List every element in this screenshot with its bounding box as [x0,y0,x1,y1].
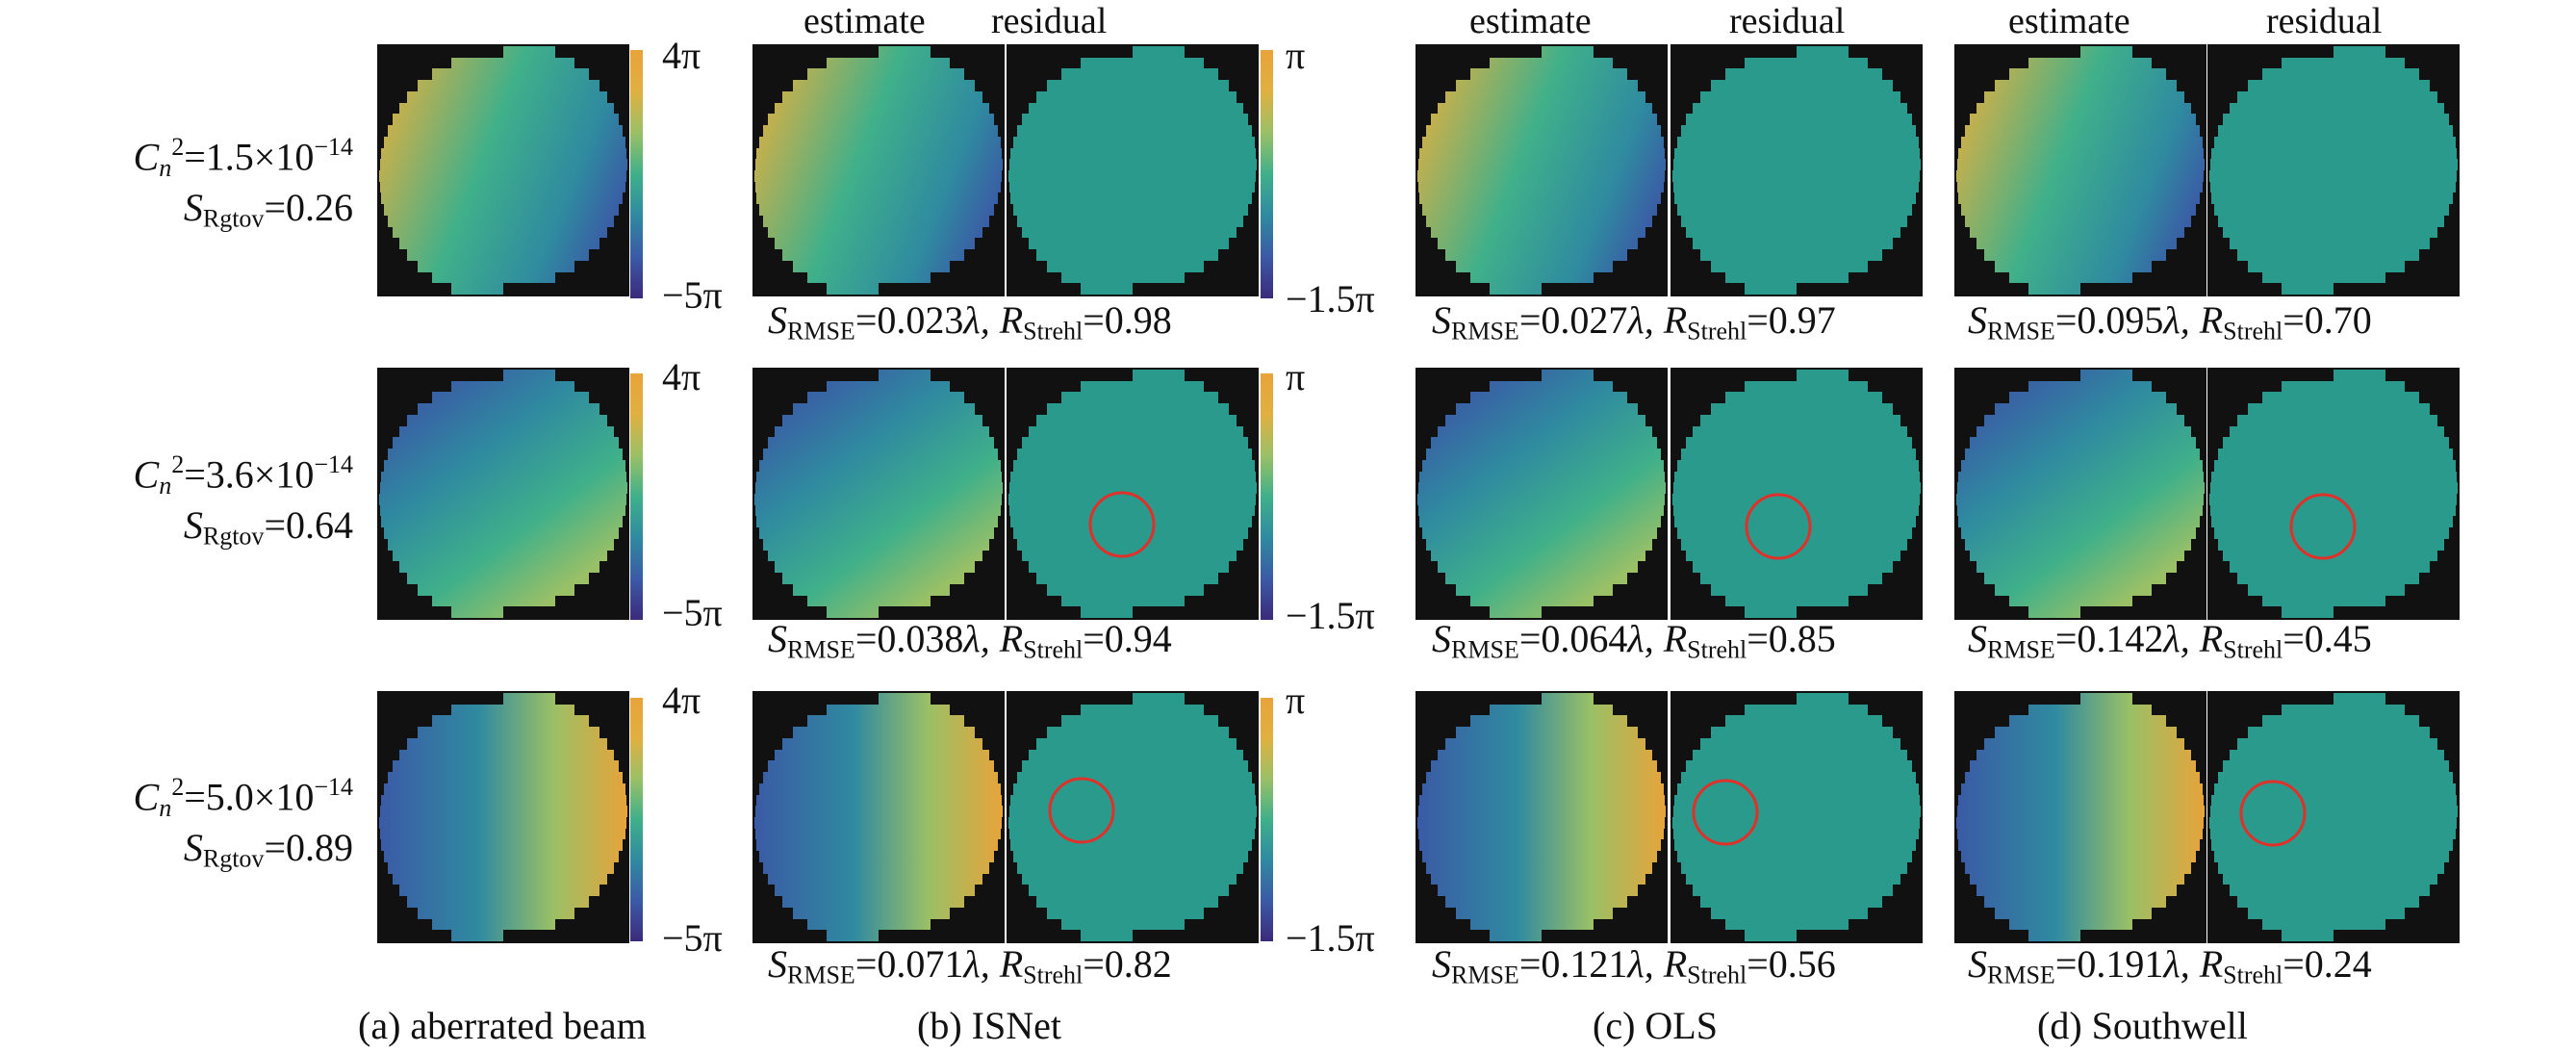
colorbar-aberrated-1 [630,50,643,298]
metric-southwell-1: SRMSE=0.095λ, RStrehl=0.70 [1968,298,2372,346]
cbar-r1-bottom: −1.5π [1286,277,1375,321]
metric-isnet-3: SRMSE=0.071λ, RStrehl=0.82 [768,942,1172,989]
southwell-residual-map-row-3 [2207,691,2460,943]
row-label-3: Cn2=5.0×10−14 SRgtov=0.89 [133,773,353,873]
header-estimate-d: estimate [2008,1,2130,41]
ols-residual-map-row-2 [1671,368,1923,620]
caption-c: (c) OLS [1593,1004,1718,1047]
colorbar-aberrated-2 [630,373,643,620]
pupil-disk [2209,46,2458,295]
pupil-disk [1956,46,2205,295]
isnet-estimate-map-row-1 [752,44,1005,296]
cbar-r3-bottom: −1.5π [1286,916,1375,960]
pupil-disk [1008,693,1257,941]
metric-ols-1: SRMSE=0.027λ, RStrehl=0.97 [1432,298,1836,346]
pupil-disk [379,370,627,618]
cbar-r2-bottom: −1.5π [1286,594,1375,637]
red-circle-marker [2289,493,2357,560]
isnet-residual-map-row-1 [1007,44,1259,296]
pupil-disk [1417,46,1666,295]
metric-ols-2: SRMSE=0.064λ, RStrehl=0.85 [1432,617,1836,664]
red-circle-marker [1745,493,1812,560]
colorbar-gradient [630,698,643,941]
isnet-residual-map-row-3 [1007,691,1259,943]
colorbar-aberrated-3 [630,698,643,941]
cbar-a1-bottom: −5π [662,273,723,317]
metric-southwell-2: SRMSE=0.142λ, RStrehl=0.45 [1968,617,2372,664]
pupil-disk [754,693,1003,941]
aberrated-map-row-1 [377,44,629,296]
southwell-residual-map-row-2 [2207,368,2460,620]
header-residual-d: residual [2266,1,2383,41]
row-label-1: Cn2=1.5×10−14 SRgtov=0.26 [133,133,353,233]
pupil-disk [1672,693,1921,941]
row-label-2: Cn2=3.6×10−14 SRgtov=0.64 [133,450,353,551]
red-circle-marker [1088,491,1156,558]
cbar-a3-top: 4π [662,679,701,722]
cbar-a3-bottom: −5π [662,916,723,960]
isnet-estimate-map-row-2 [752,368,1005,620]
metric-southwell-3: SRMSE=0.191λ, RStrehl=0.24 [1968,942,2372,989]
southwell-residual-map-row-1 [2207,44,2460,296]
pupil-disk [1672,370,1921,618]
southwell-estimate-map-row-2 [1954,368,2206,620]
pupil-disk [1956,370,2205,618]
red-circle-marker [2239,780,2307,847]
colorbar-residual-3 [1261,698,1273,941]
pupil-disk [1417,370,1666,618]
pupil-disk [1417,693,1666,941]
pupil-disk [2209,693,2458,941]
cbar-r3-top: π [1286,679,1306,722]
colorbar-gradient [630,373,643,620]
pupil-disk [754,370,1003,618]
caption-a: (a) aberrated beam [358,1004,647,1047]
header-estimate-b: estimate [803,1,926,41]
pupil-disk [379,46,627,295]
caption-d: (d) Southwell [2037,1004,2248,1047]
colorbar-gradient [1261,373,1273,620]
southwell-estimate-map-row-3 [1954,691,2206,943]
colorbar-gradient [1261,698,1273,941]
metric-isnet-2: SRMSE=0.038λ, RStrehl=0.94 [768,617,1172,664]
metric-ols-3: SRMSE=0.121λ, RStrehl=0.56 [1432,942,1836,989]
pupil-disk [1956,693,2205,941]
colorbar-residual-1 [1261,50,1273,298]
isnet-residual-map-row-2 [1007,368,1259,620]
header-estimate-c: estimate [1469,1,1592,41]
aberrated-map-row-3 [377,691,629,943]
pupil-disk [379,693,627,941]
southwell-estimate-map-row-1 [1954,44,2206,296]
colorbar-gradient [1261,50,1273,298]
ols-estimate-map-row-2 [1416,368,1668,620]
cbar-r2-top: π [1286,355,1306,398]
metric-isnet-1: SRMSE=0.023λ, RStrehl=0.98 [768,298,1172,346]
aberrated-map-row-2 [377,368,629,620]
cbar-r1-top: π [1286,34,1306,77]
ols-estimate-map-row-3 [1416,691,1668,943]
pupil-disk [754,46,1003,295]
red-circle-marker [1048,777,1115,844]
cbar-a1-top: 4π [662,34,701,77]
cbar-a2-bottom: −5π [662,591,723,634]
isnet-estimate-map-row-3 [752,691,1005,943]
red-circle-marker [1692,779,1759,846]
colorbar-gradient [630,50,643,298]
header-residual-c: residual [1729,1,1846,41]
caption-b: (b) ISNet [917,1004,1061,1047]
ols-residual-map-row-3 [1671,691,1923,943]
pupil-disk [2209,370,2458,618]
ols-residual-map-row-1 [1671,44,1923,296]
cbar-a2-top: 4π [662,355,701,398]
pupil-disk [1008,46,1257,295]
colorbar-residual-2 [1261,373,1273,620]
header-residual-b: residual [991,1,1108,41]
pupil-disk [1672,46,1921,295]
ols-estimate-map-row-1 [1416,44,1668,296]
